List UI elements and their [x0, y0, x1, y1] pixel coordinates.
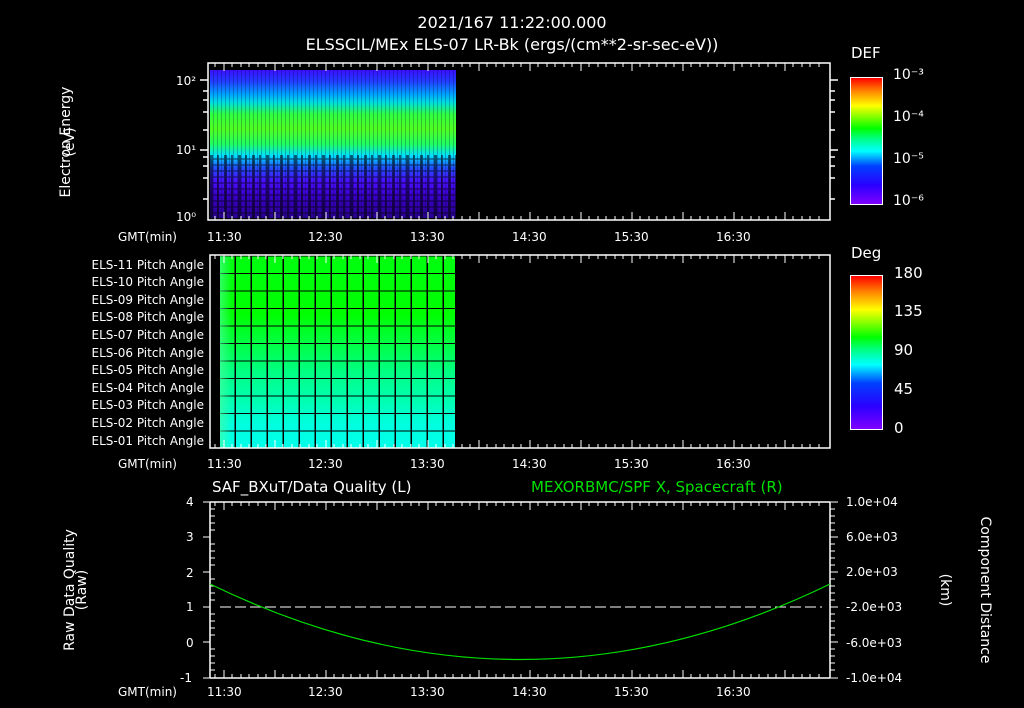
deg-colorbar-tick: 135	[894, 302, 923, 320]
quality-ytick: 0	[186, 636, 194, 650]
distance-ytick: 6.0e+03	[846, 530, 898, 544]
pitch-angle-edge-column	[220, 256, 232, 448]
line-xaxis-label: GMT(min)	[118, 685, 177, 699]
line-xtick: 12:30	[308, 685, 343, 699]
def-colorbar-tick: 10⁻⁴	[893, 109, 924, 125]
pitch-angle-row-label: ELS-01 Pitch Angle	[91, 434, 204, 448]
pitch-angle-row-label: ELS-11 Pitch Angle	[91, 258, 204, 272]
spacecraft-x-curve	[209, 583, 831, 661]
pitch-angle-row-label: ELS-08 Pitch Angle	[91, 310, 204, 324]
pitch-angle-row-label: ELS-04 Pitch Angle	[91, 381, 204, 395]
line-xtick: 11:30	[207, 685, 242, 699]
energy-noise-overlay	[210, 155, 456, 218]
line-xtick: 14:30	[512, 685, 547, 699]
deg-colorbar	[850, 275, 883, 430]
pitch-xtick: 15:30	[614, 457, 649, 471]
energy-ytick: 10¹	[176, 143, 197, 157]
pitch-angle-row-label: ELS-07 Pitch Angle	[91, 328, 204, 342]
pitch-angle-row-label: ELS-03 Pitch Angle	[91, 398, 204, 412]
def-colorbar-tick: 10⁻⁵	[893, 151, 924, 167]
pitch-angle-row-label: ELS-06 Pitch Angle	[91, 346, 204, 360]
pitch-xtick: 16:30	[716, 457, 751, 471]
pitch-angle-row-label: ELS-09 Pitch Angle	[91, 293, 204, 307]
energy-ytick: 10⁰	[176, 210, 197, 224]
pitch-angle-row-label: ELS-02 Pitch Angle	[91, 416, 204, 430]
def-colorbar-tick: 10⁻³	[893, 67, 924, 83]
distance-ytick: 2.0e+03	[846, 565, 898, 579]
line-xtick: 16:30	[716, 685, 751, 699]
left-series-title: SAF_BXuT/Data Quality (L)	[212, 478, 412, 496]
def-colorbar	[850, 77, 883, 205]
pitch-xtick: 14:30	[512, 457, 547, 471]
distance-ytick: -2.0e+03	[846, 600, 903, 614]
energy-xaxis-label: GMT(min)	[118, 230, 177, 244]
energy-xtick: 16:30	[716, 230, 751, 244]
deg-colorbar-tick: 90	[894, 341, 914, 359]
energy-xtick: 11:30	[207, 230, 242, 244]
energy-xtick: 12:30	[308, 230, 343, 244]
pitch-xtick: 12:30	[308, 457, 343, 471]
pitch-angle-row-label: ELS-05 Pitch Angle	[91, 363, 204, 377]
energy-xtick: 14:30	[512, 230, 547, 244]
energy-xtick: 15:30	[614, 230, 649, 244]
plot-subtitle: ELSSCIL/MEx ELS-07 LR-Bk (ergs/(cm**2-sr…	[305, 35, 719, 54]
plot-timestamp: 2021/167 11:22:00.000	[417, 13, 607, 32]
deg-colorbar-tick: 0	[894, 419, 904, 437]
right-series-title: MEXORBMC/SPF X, Spacecraft (R)	[531, 478, 783, 496]
deg-colorbar-title: Deg	[851, 244, 882, 262]
pitch-xtick: 13:30	[410, 457, 445, 471]
quality-ytick: 3	[186, 530, 194, 544]
distance-ytick: -1.0e+04	[846, 671, 903, 685]
line-xtick: 13:30	[410, 685, 445, 699]
deg-colorbar-tick: 180	[894, 264, 923, 282]
def-colorbar-tick: 10⁻⁶	[893, 193, 924, 209]
quality-ytick: 1	[186, 600, 194, 614]
pitch-angle-grid	[220, 256, 455, 448]
pitch-xtick: 11:30	[207, 457, 242, 471]
pitch-xaxis-label: GMT(min)	[118, 457, 177, 471]
line-xtick: 15:30	[614, 685, 649, 699]
quality-ytick: 2	[186, 566, 194, 580]
distance-axis-unit: (km)	[937, 573, 953, 607]
deg-colorbar-tick: 45	[894, 380, 914, 398]
def-colorbar-title: DEF	[851, 44, 881, 62]
pitch-angle-row-label: ELS-10 Pitch Angle	[91, 275, 204, 289]
distance-ytick: 1.0e+04	[846, 495, 898, 509]
energy-ytick: 10²	[176, 74, 197, 88]
distance-axis-label: Component Distance	[977, 516, 993, 664]
quality-ytick: 4	[186, 495, 194, 509]
quality-ytick: -1	[180, 671, 192, 685]
distance-ytick: -6.0e+03	[846, 636, 903, 650]
energy-xtick: 13:30	[410, 230, 445, 244]
